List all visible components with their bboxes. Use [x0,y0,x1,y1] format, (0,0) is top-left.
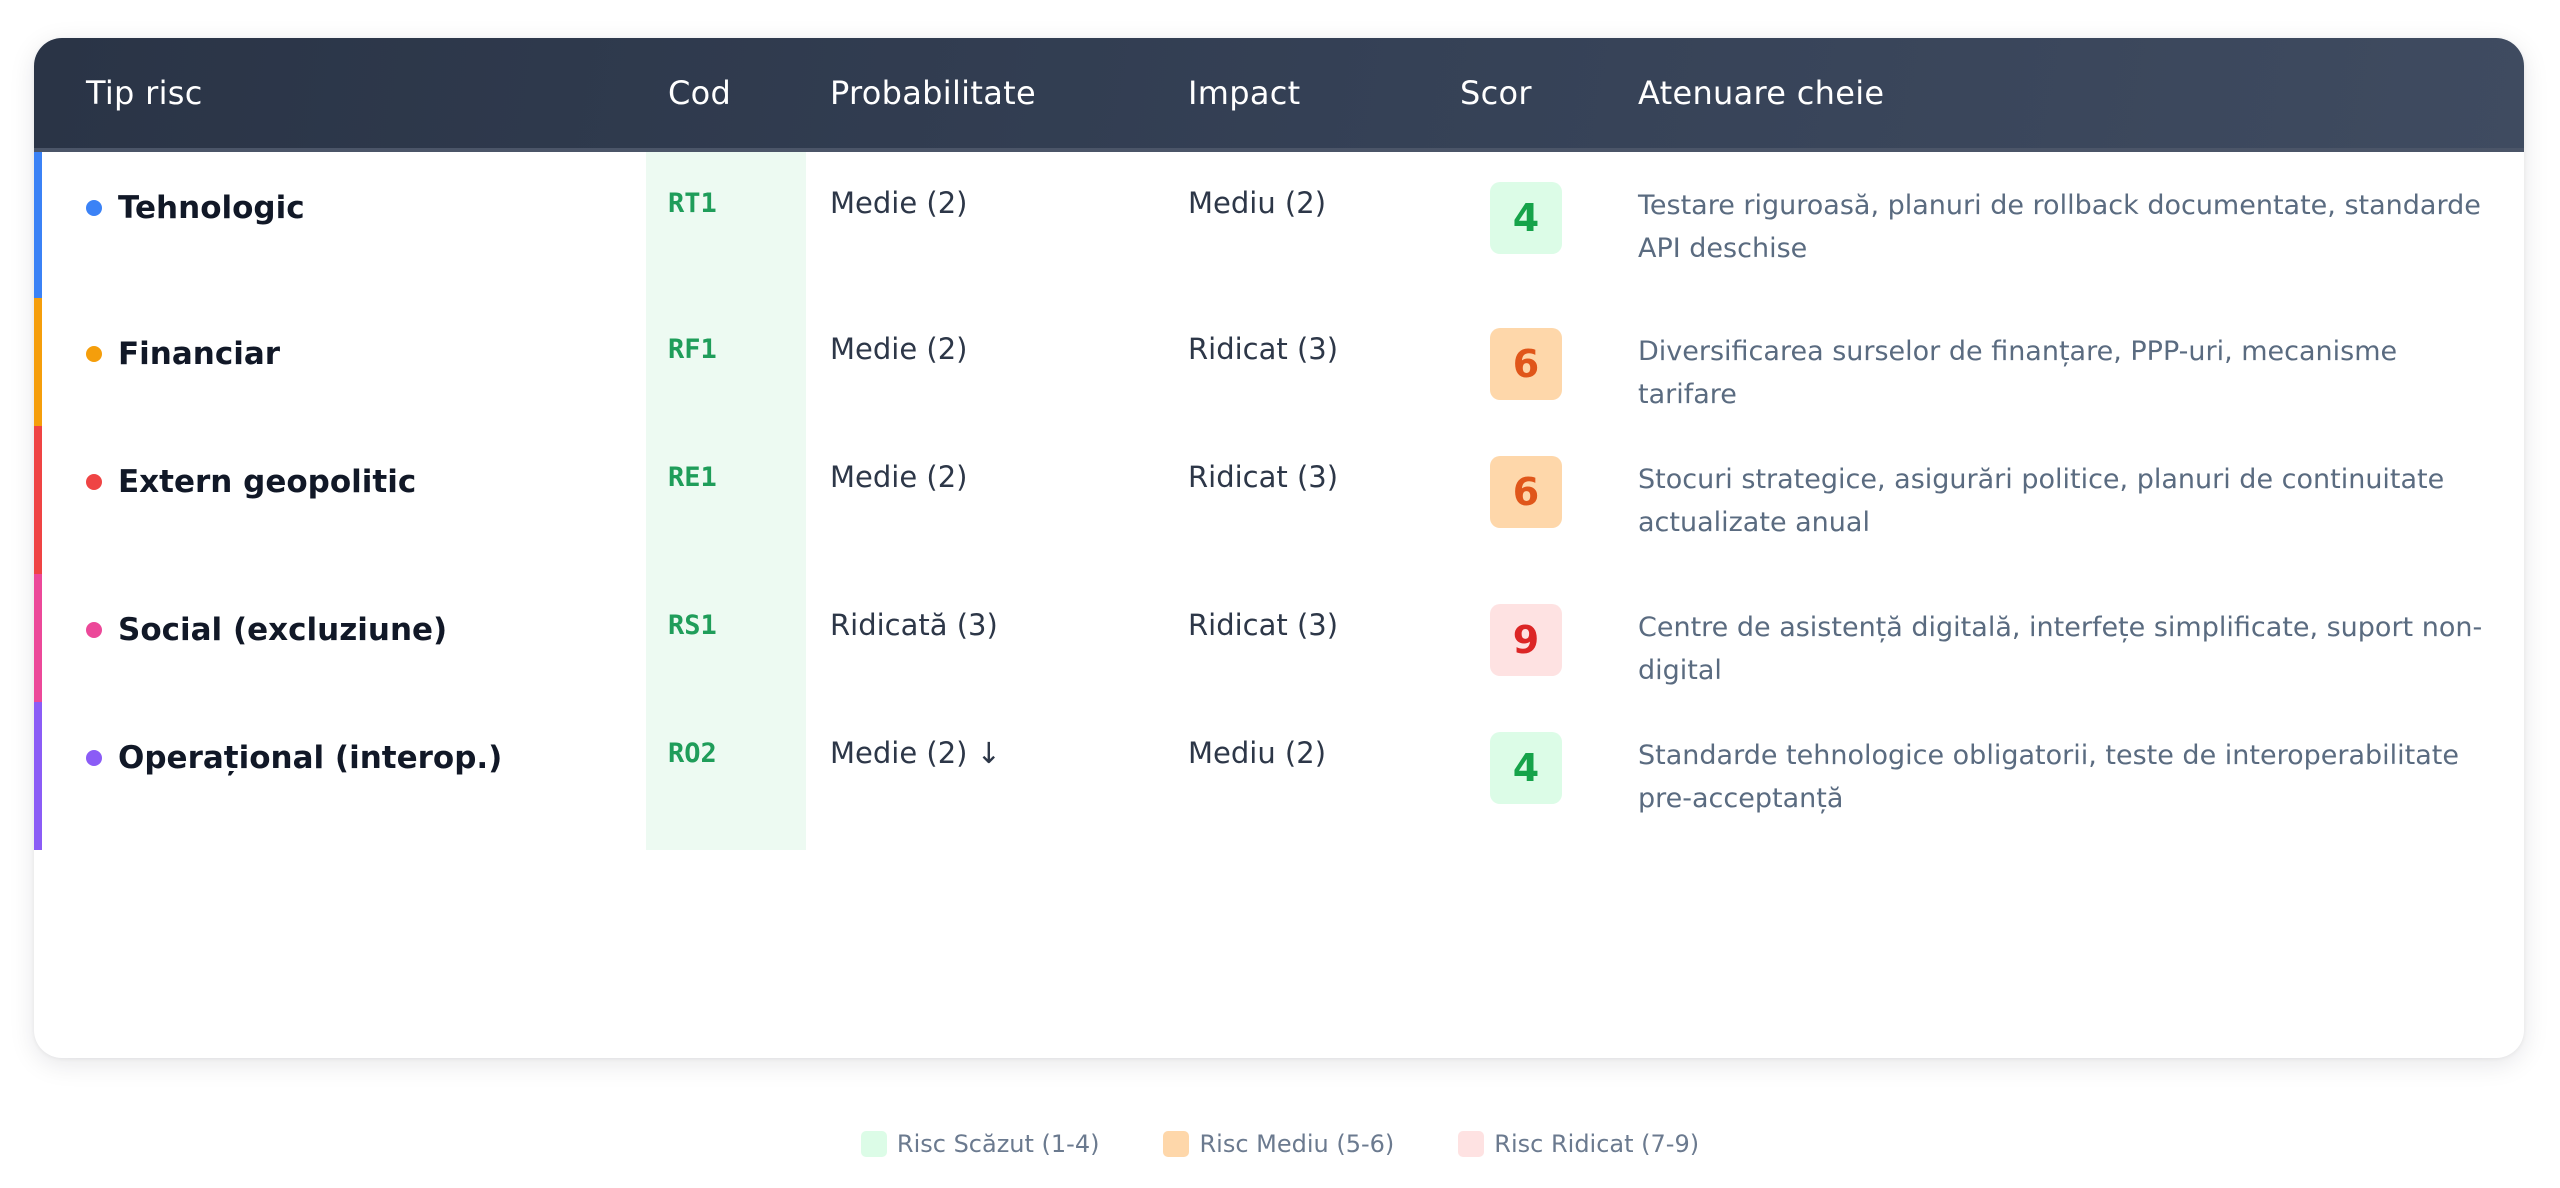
code-column-bg [646,298,806,426]
risk-table-card: Tip risc Cod Probabilitate Impact Scor A… [34,38,2524,1058]
header-risk-type: Tip risc [86,74,203,112]
risk-legend: Risc Scăzut (1-4) Risc Mediu (5-6) Risc … [0,1130,2560,1158]
probability-cell: Medie (2) [830,460,968,494]
table-row: Tehnologic RT1 Medie (2) Mediu (2) 4 Tes… [34,152,2524,298]
risk-dot-icon [86,474,102,490]
risk-code: RS1 [668,610,717,641]
legend-item: Risc Scăzut (1-4) [860,1130,1100,1158]
risk-type-cell: Social (excluziune) [86,612,447,648]
legend-swatch [1163,1131,1190,1157]
risk-code: RF1 [668,334,717,365]
risk-type-name: Extern geopolitic [118,464,417,500]
header-score: Scor [1460,74,1532,112]
probability-cell: Medie (2) [830,186,968,220]
score-badge: 4 [1490,732,1562,804]
code-column-bg [646,152,806,298]
code-column-bg [646,574,806,702]
legend-item: Risc Mediu (5-6) [1163,1130,1394,1158]
mitigation-cell: Diversificarea surselor de finanțare, PP… [1638,336,2398,410]
row-accent-bar [34,152,42,298]
row-accent-bar [34,574,42,702]
header-impact: Impact [1188,74,1301,112]
row-accent-bar [34,298,42,426]
risk-type-name: Social (excluziune) [118,612,448,648]
header-probability: Probabilitate [830,74,1036,112]
table-row: Operațional (interop.) RO2 Medie (2) ↓ M… [34,702,2524,850]
row-accent-bar [34,702,42,850]
code-column-bg [646,426,806,574]
risk-type-cell: Operațional (interop.) [86,740,502,776]
probability-cell: Medie (2) ↓ [830,736,1001,770]
risk-type-name: Financiar [118,336,281,372]
table-row: Financiar RF1 Medie (2) Ridicat (3) 6 Di… [34,298,2524,426]
impact-cell: Ridicat (3) [1188,460,1339,494]
score-badge: 6 [1490,456,1562,528]
impact-cell: Mediu (2) [1188,736,1327,770]
risk-type-cell: Extern geopolitic [86,464,416,500]
risk-dot-icon [86,622,102,638]
mitigation-cell: Stocuri strategice, asigurări politice, … [1638,464,2445,538]
mitigation-cell: Testare riguroasă, planuri de rollback d… [1638,190,2481,264]
impact-cell: Mediu (2) [1188,186,1327,220]
risk-dot-icon [86,750,102,766]
impact-cell: Ridicat (3) [1188,332,1339,366]
header-code: Cod [668,74,732,112]
risk-type-cell: Financiar [86,336,280,372]
probability-cell: Ridicată (3) [830,608,998,642]
legend-swatch [860,1131,887,1157]
risk-type-name: Operațional (interop.) [118,740,503,776]
code-column-bg [646,702,806,850]
probability-cell: Medie (2) [830,332,968,366]
risk-code: RE1 [668,462,717,493]
table-row: Social (excluziune) RS1 Ridicată (3) Rid… [34,574,2524,702]
score-badge: 4 [1490,182,1562,254]
mitigation-cell: Standarde tehnologice obligatorii, teste… [1638,740,2459,814]
legend-label: Risc Ridicat (7-9) [1494,1130,1700,1158]
risk-type-cell: Tehnologic [86,190,305,226]
header-mitigation: Atenuare cheie [1638,74,1885,112]
legend-label: Risc Mediu (5-6) [1199,1130,1395,1158]
score-badge: 6 [1490,328,1562,400]
legend-item: Risc Ridicat (7-9) [1458,1130,1699,1158]
mitigation-cell: Centre de asistență digitală, interfețe … [1638,612,2483,686]
table-header: Tip risc Cod Probabilitate Impact Scor A… [34,38,2524,152]
table-row: Extern geopolitic RE1 Medie (2) Ridicat … [34,426,2524,574]
legend-label: Risc Scăzut (1-4) [896,1130,1100,1158]
risk-type-name: Tehnologic [118,190,305,226]
legend-swatch [1458,1131,1485,1157]
risk-code: RO2 [668,738,717,769]
impact-cell: Ridicat (3) [1188,608,1339,642]
score-badge: 9 [1490,604,1562,676]
risk-dot-icon [86,346,102,362]
row-accent-bar [34,426,42,574]
risk-code: RT1 [668,188,717,219]
risk-dot-icon [86,200,102,216]
